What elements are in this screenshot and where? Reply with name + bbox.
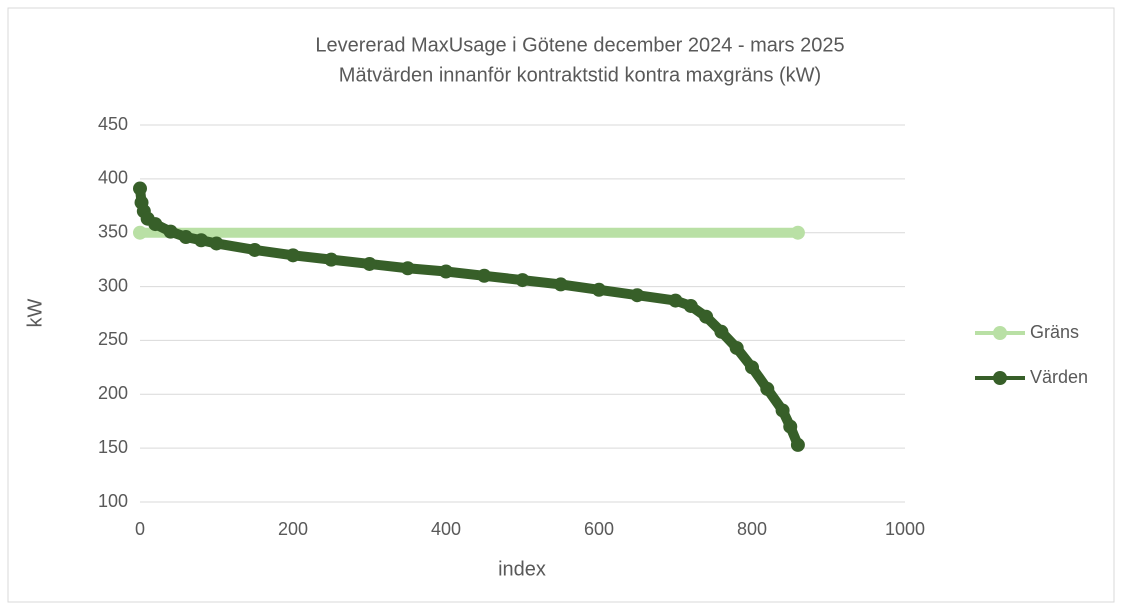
legend-label: Värden (1030, 367, 1088, 387)
data-point (699, 309, 714, 324)
data-point (133, 225, 147, 240)
data-point (163, 224, 178, 239)
data-point (324, 252, 339, 267)
y-tick-label: 300 (98, 275, 128, 295)
data-point (133, 181, 147, 196)
chart-frame (7, 7, 1115, 603)
legend-marker (993, 326, 1007, 340)
data-point (194, 233, 209, 248)
data-point (683, 298, 698, 313)
y-tick-label: 350 (98, 221, 128, 241)
x-tick-label: 600 (584, 519, 614, 539)
data-point (668, 293, 683, 308)
x-tick-label: 200 (278, 519, 308, 539)
data-point (400, 261, 415, 276)
data-point (745, 360, 759, 375)
data-point (515, 273, 530, 288)
data-point (783, 419, 798, 434)
y-tick-label: 450 (98, 114, 128, 134)
y-tick-label: 400 (98, 168, 128, 188)
data-point (714, 324, 729, 339)
x-tick-label: 800 (737, 519, 767, 539)
data-point (362, 256, 377, 271)
x-axis-title: index (498, 558, 546, 580)
chart-title: Levererad MaxUsage i Götene december 202… (315, 34, 844, 56)
data-point (775, 403, 790, 418)
data-point (729, 340, 744, 355)
legend-marker (993, 371, 1007, 385)
x-tick-label: 1000 (885, 519, 925, 539)
y-axis-title: kW (24, 298, 46, 327)
legend-label: Gräns (1030, 322, 1079, 342)
data-point (247, 242, 262, 257)
y-tick-label: 100 (98, 491, 128, 511)
data-point (286, 248, 300, 263)
data-point (790, 437, 805, 452)
x-tick-label: 0 (135, 519, 145, 539)
chart-subtitle: Mätvärden innanför kontraktstid kontra m… (339, 64, 821, 86)
data-point (148, 217, 163, 232)
data-point (630, 288, 645, 303)
data-point (592, 282, 606, 297)
data-point (553, 277, 568, 292)
data-point (477, 268, 492, 283)
data-point (439, 264, 453, 279)
y-tick-label: 200 (98, 383, 128, 403)
x-tick-label: 400 (431, 519, 461, 539)
data-point (760, 381, 775, 396)
data-point (178, 230, 193, 245)
y-tick-label: 250 (98, 329, 128, 349)
data-point (209, 236, 224, 251)
y-tick-label: 150 (98, 437, 128, 457)
data-point (790, 225, 805, 240)
